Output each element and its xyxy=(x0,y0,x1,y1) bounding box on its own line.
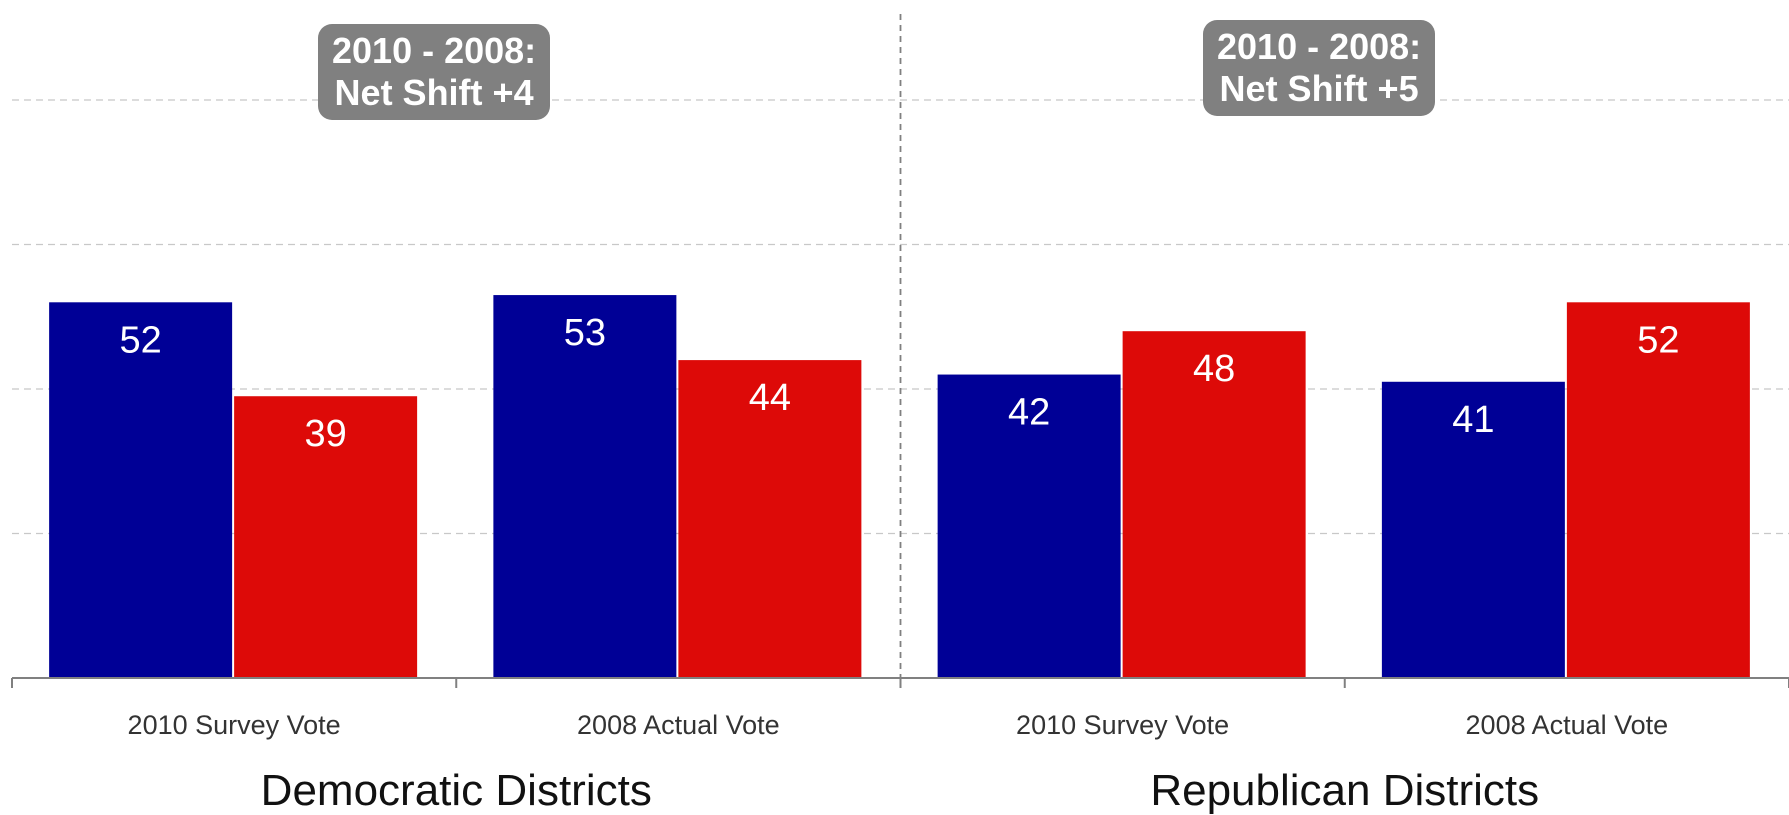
data-label: 53 xyxy=(564,312,606,354)
bar xyxy=(1381,381,1565,678)
category-tick-label: 2008 Actual Vote xyxy=(1466,710,1669,740)
data-label: 44 xyxy=(749,377,791,419)
data-label: 52 xyxy=(119,319,161,361)
net-shift-annotation-republican: 2010 - 2008: Net Shift +5 xyxy=(1203,20,1436,116)
data-label: 42 xyxy=(1008,392,1050,434)
bar xyxy=(234,396,418,678)
bar xyxy=(678,360,862,678)
annotation-line1: 2010 - 2008: xyxy=(332,30,537,71)
annotation-line1: 2010 - 2008: xyxy=(1217,26,1422,67)
annotation-line2: Net Shift +5 xyxy=(1219,68,1419,109)
category-tick-label: 2010 Survey Vote xyxy=(1016,710,1229,740)
data-label: 41 xyxy=(1452,399,1494,441)
bar xyxy=(937,374,1121,678)
bar xyxy=(1122,331,1306,678)
bar xyxy=(1566,302,1750,678)
group-label: Democratic Districts xyxy=(261,766,652,815)
annotation-line2: Net Shift +4 xyxy=(334,72,534,113)
category-tick-label: 2010 Survey Vote xyxy=(128,710,341,740)
data-label: 48 xyxy=(1193,348,1235,390)
data-label: 52 xyxy=(1637,319,1679,361)
bar xyxy=(493,295,677,678)
group-label: Republican Districts xyxy=(1150,766,1539,815)
net-shift-annotation-democratic: 2010 - 2008: Net Shift +4 xyxy=(318,24,551,120)
bar xyxy=(49,302,233,678)
data-label: 39 xyxy=(304,413,346,455)
category-tick-label: 2008 Actual Vote xyxy=(577,710,780,740)
